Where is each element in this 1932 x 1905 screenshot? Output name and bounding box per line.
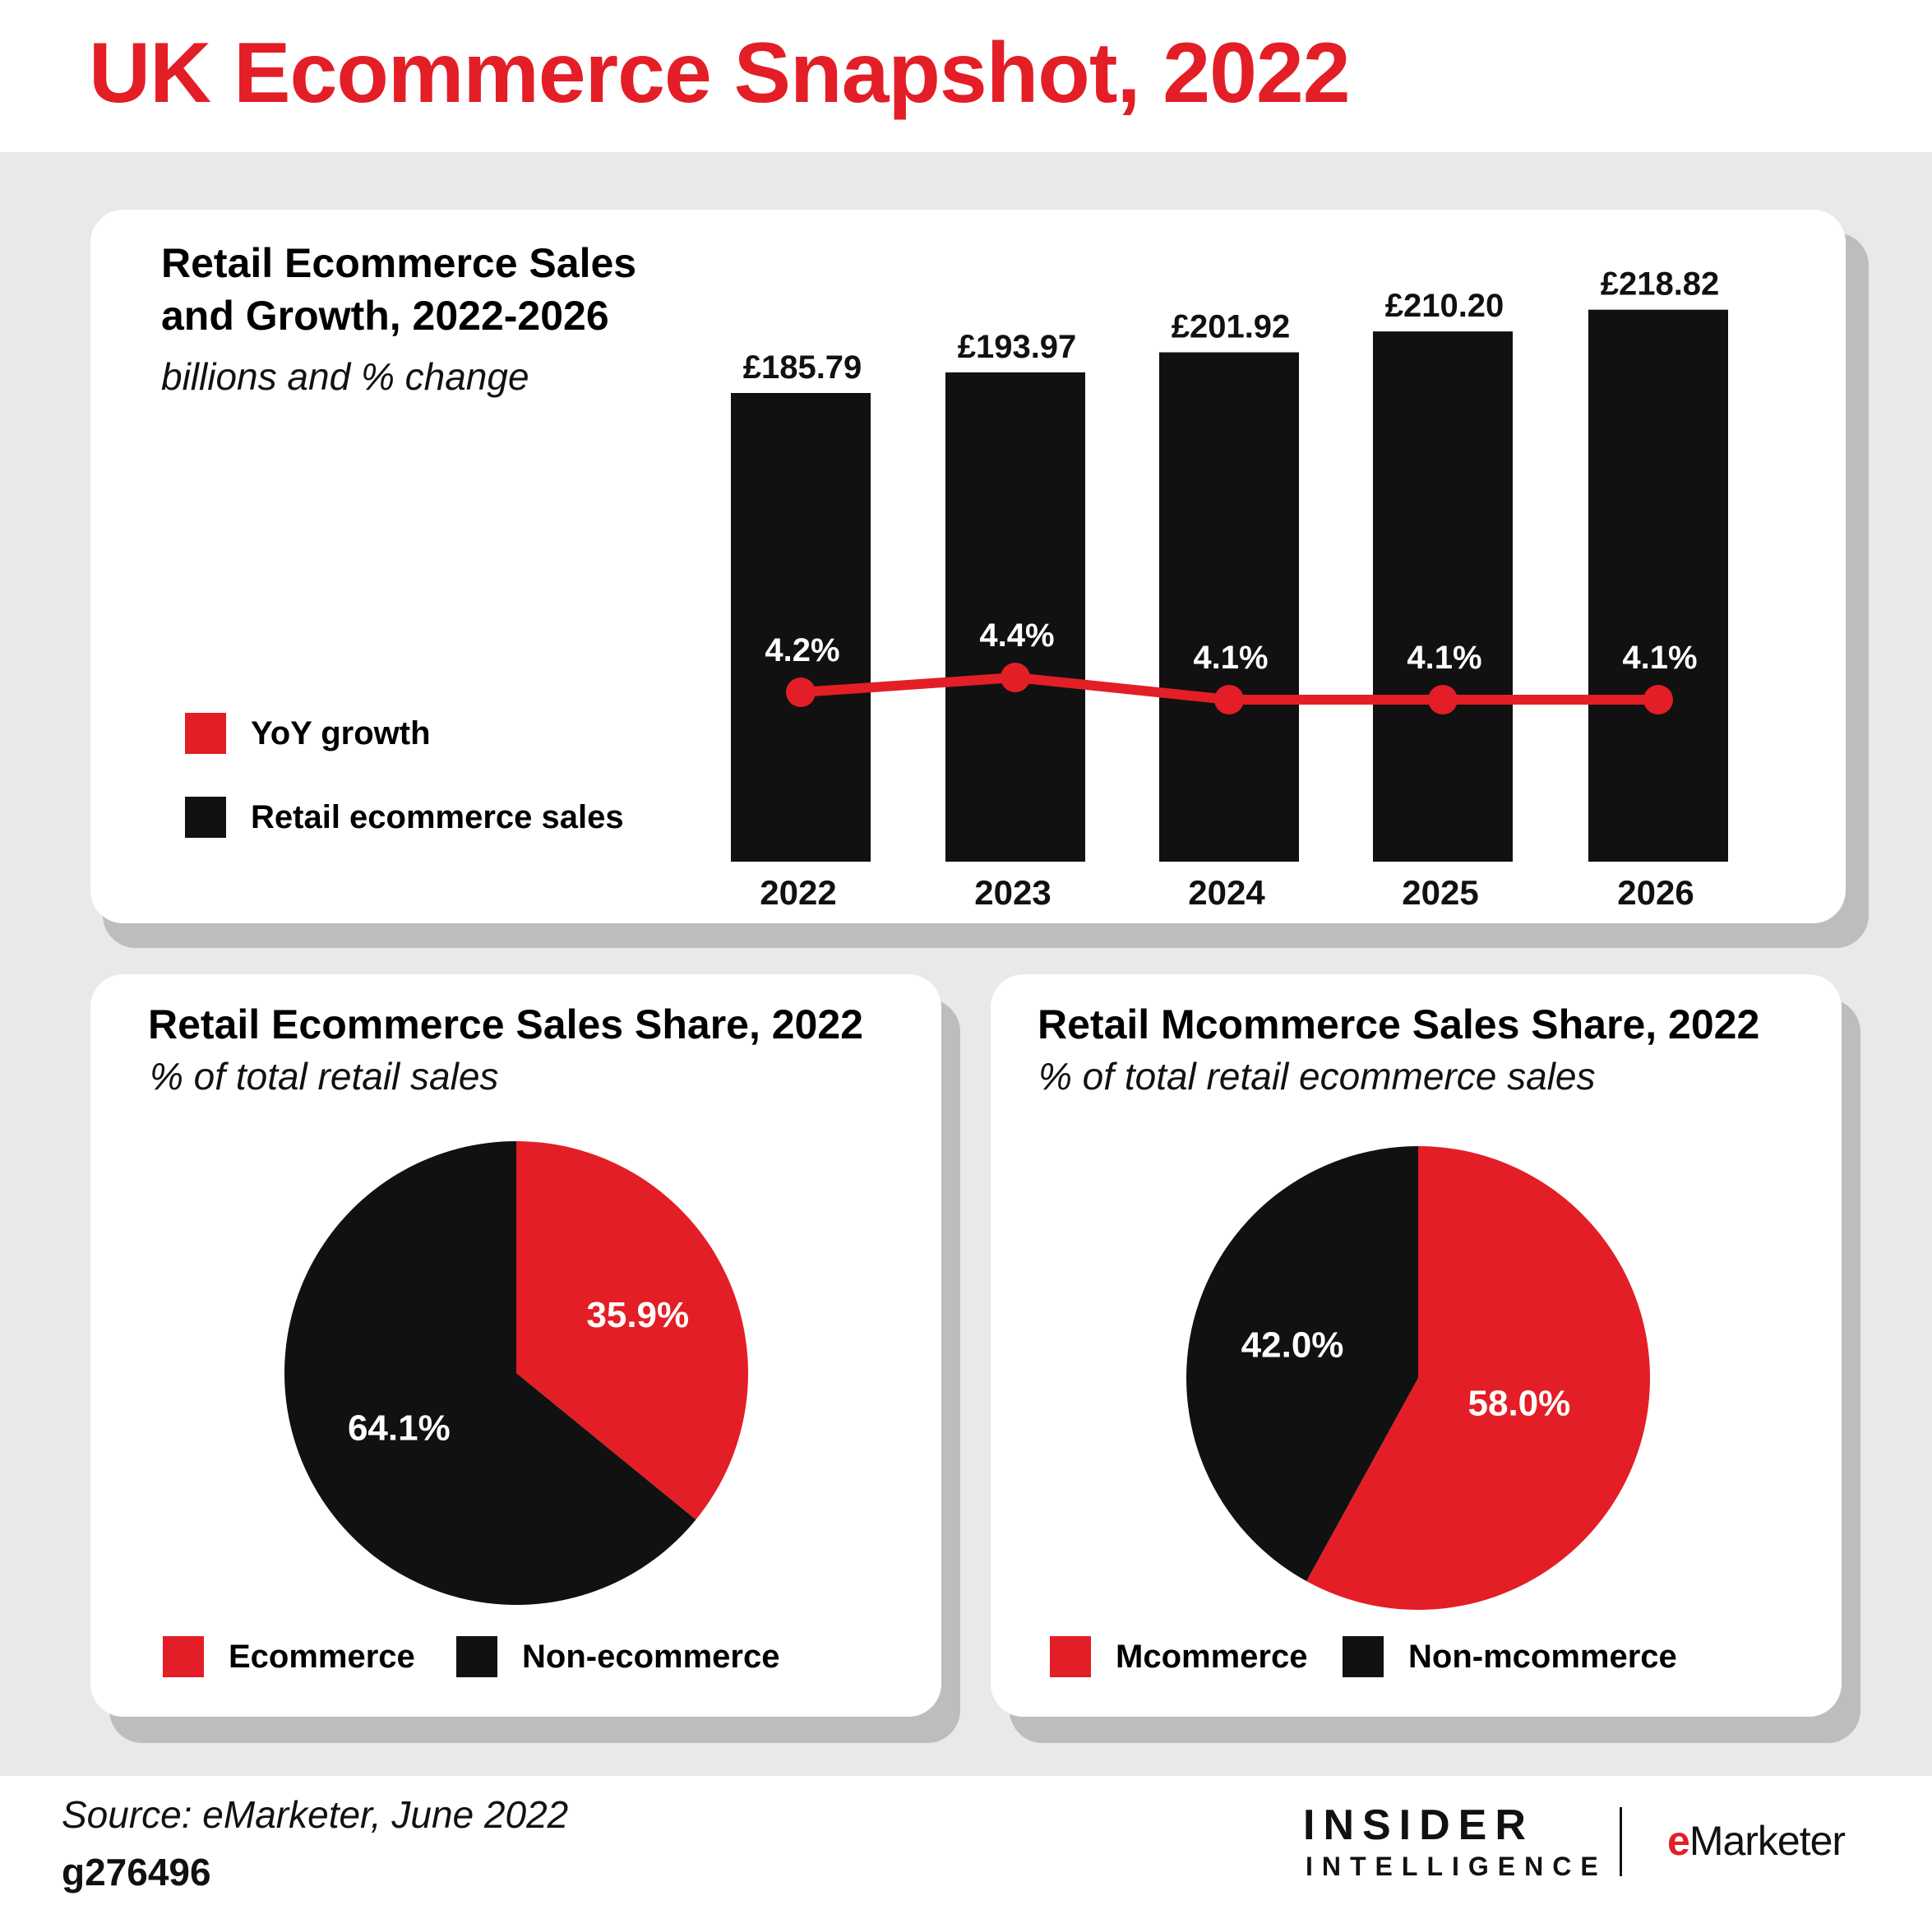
pie-right-legend-mcommerce: Mcommerce <box>1050 1636 1307 1677</box>
bar-chart-title-line2: and Growth, 2022-2026 <box>161 293 609 339</box>
yoy-growth-point-2025 <box>1428 685 1458 714</box>
bar-chart-card: Retail Ecommerce Sales and Growth, 2022-… <box>90 210 1846 923</box>
legend-label-non-mcommerce: Non-mcommerce <box>1408 1638 1677 1675</box>
yoy-growth-label-2022: 4.2% <box>765 632 839 668</box>
legend-yoy-growth: YoY growth <box>185 713 431 754</box>
x-tick-label-2026: 2026 <box>1617 873 1694 912</box>
x-tick-label-2022: 2022 <box>760 873 836 912</box>
pie-left-slice-ecommerce <box>516 1141 748 1520</box>
bar-2023 <box>945 372 1085 862</box>
yoy-growth-point-2024 <box>1214 685 1244 714</box>
pie-right-legend-non-mcommerce: Non-mcommerce <box>1343 1636 1677 1677</box>
source-note: Source: eMarketer, June 2022 <box>62 1793 569 1836</box>
pie-left-title: Retail Ecommerce Sales Share, 2022 <box>148 1001 863 1047</box>
pie-left-legend-ecommerce: Ecommerce <box>163 1636 415 1677</box>
pie-left-legend-non-ecommerce: Non-ecommerce <box>456 1636 779 1677</box>
yoy-growth-point-2026 <box>1643 685 1673 714</box>
yoy-growth-point-2023 <box>1001 663 1030 692</box>
legend-label-growth: YoY growth <box>251 714 431 751</box>
legend-swatch-black <box>1343 1636 1384 1677</box>
bar-value-label-2022: £185.79 <box>743 349 862 386</box>
pie-left-chart: 35.9% 64.1% <box>284 1141 748 1605</box>
bar-2024 <box>1159 352 1299 862</box>
bar-chart-title-line1: Retail Ecommerce Sales <box>161 240 637 286</box>
legend-label-sales: Retail ecommerce sales <box>251 798 624 835</box>
pie-right-slice-non-mcommerce <box>1186 1146 1418 1582</box>
pie-right-card: Retail Mcommerce Sales Share, 2022 % of … <box>991 974 1842 1717</box>
chart-id: g276496 <box>62 1851 211 1893</box>
pie-left-card: Retail Ecommerce Sales Share, 2022 % of … <box>90 974 941 1717</box>
pie-left-slice-non-ecommerce <box>284 1141 696 1605</box>
yoy-growth-point-2022 <box>786 677 816 707</box>
legend-swatch-red <box>163 1636 204 1677</box>
x-tick-label-2023: 2023 <box>974 873 1051 912</box>
yoy-growth-label-2023: 4.4% <box>979 617 1054 654</box>
x-tick-label-2025: 2025 <box>1402 873 1478 912</box>
emarketer-logo-rest: Marketer <box>1689 1818 1846 1864</box>
legend-retail-sales: Retail ecommerce sales <box>185 797 624 838</box>
yoy-growth-label-2024: 4.1% <box>1193 640 1268 676</box>
pie-right-title: Retail Mcommerce Sales Share, 2022 <box>1038 1001 1760 1047</box>
pie-right-label-non-mcommerce: 42.0% <box>1241 1325 1344 1366</box>
pie-left-label-non-ecommerce: 64.1% <box>348 1408 451 1449</box>
pie-left-label-ecommerce: 35.9% <box>586 1295 689 1335</box>
pie-right-subtitle: % of total retail ecommerce sales <box>1038 1055 1596 1098</box>
bar-2022 <box>731 393 871 862</box>
emarketer-logo: eMarketer <box>1667 1817 1846 1865</box>
bar-chart-subtitle: billions and % change <box>161 355 529 398</box>
insider-intelligence-logo: INSIDER <box>1303 1801 1534 1849</box>
bar-value-label-2024: £201.92 <box>1172 309 1291 345</box>
legend-swatch-black <box>185 797 226 838</box>
bar-2025 <box>1373 331 1513 862</box>
yoy-growth-label-2025: 4.1% <box>1407 640 1481 676</box>
legend-label-non-ecommerce: Non-ecommerce <box>522 1638 780 1675</box>
bar-value-label-2026: £218.82 <box>1601 266 1720 303</box>
logo-divider <box>1620 1807 1622 1876</box>
x-tick-label-2024: 2024 <box>1188 873 1265 912</box>
pie-right-slice-mcommerce <box>1306 1146 1650 1610</box>
legend-label-ecommerce: Ecommerce <box>229 1638 415 1675</box>
legend-swatch-red <box>185 713 226 754</box>
bar-value-label-2025: £210.20 <box>1385 288 1504 324</box>
bar-value-label-2023: £193.97 <box>958 329 1077 365</box>
bar-2026 <box>1588 309 1728 862</box>
legend-swatch-red <box>1050 1636 1091 1677</box>
legend-label-mcommerce: Mcommerce <box>1116 1638 1308 1675</box>
legend-swatch-black <box>456 1636 497 1677</box>
pie-right-chart: 58.0% 42.0% <box>1186 1146 1650 1610</box>
page-title: UK Ecommerce Snapshot, 2022 <box>89 25 1351 121</box>
yoy-growth-label-2026: 4.1% <box>1622 640 1697 676</box>
insider-intelligence-logo-sub: INTELLIGENCE <box>1306 1852 1607 1881</box>
pie-right-label-mcommerce: 58.0% <box>1468 1384 1571 1424</box>
pie-left-subtitle: % of total retail sales <box>150 1055 499 1098</box>
bar-line-chart: £185.79 2022 £193.97 2023 £201.92 2024 £210.20… <box>731 266 1728 912</box>
emarketer-logo-e: e <box>1667 1818 1690 1864</box>
